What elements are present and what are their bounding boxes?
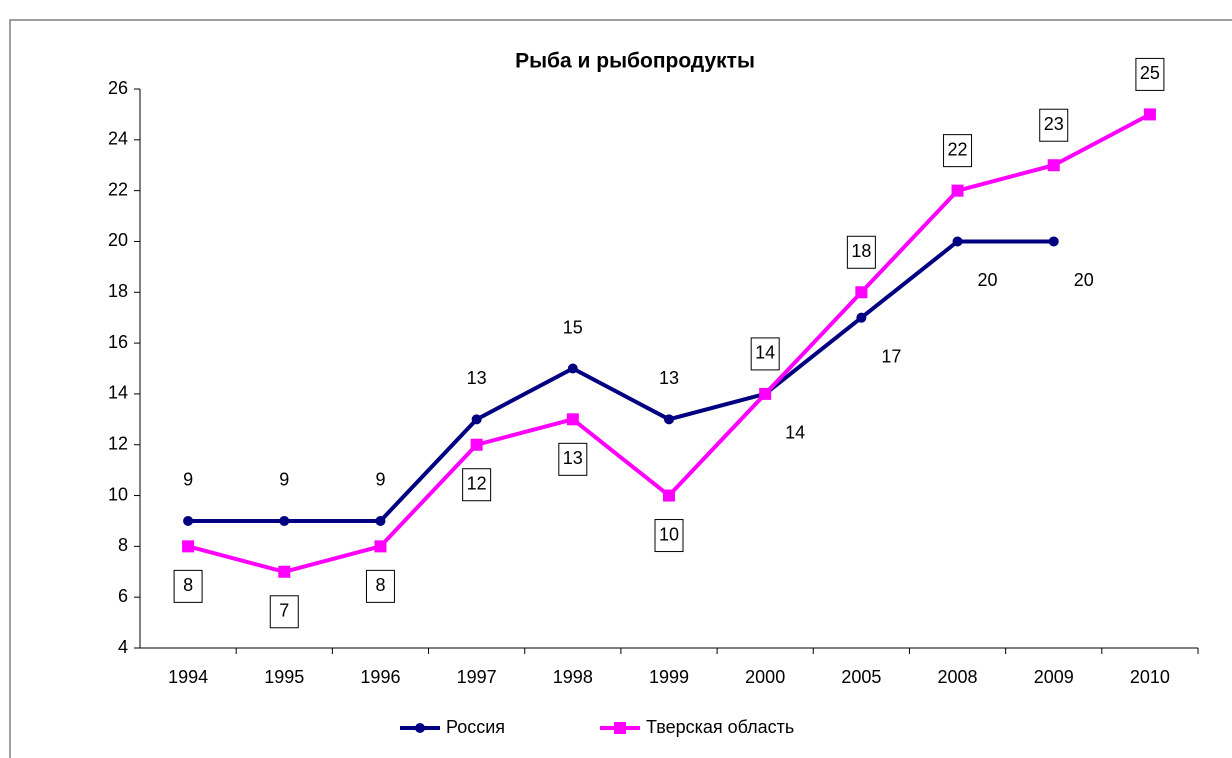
data-point (1143, 108, 1156, 121)
data-point (856, 312, 867, 323)
y-tick-label: 12 (108, 433, 128, 453)
data-label: 20 (1074, 270, 1094, 290)
chart-frame (9, 19, 1232, 758)
legend-marker (415, 723, 425, 733)
x-tick-label: 1994 (168, 667, 208, 687)
y-tick-label: 20 (108, 230, 128, 250)
data-label-box (1039, 108, 1069, 142)
data-point (855, 286, 868, 299)
data-label: 22 (948, 139, 968, 159)
data-point (567, 363, 578, 374)
y-tick-label: 4 (118, 637, 128, 657)
data-point (183, 515, 194, 526)
data-label-box (943, 134, 973, 168)
data-label-box (365, 569, 395, 603)
data-label: 15 (563, 317, 583, 337)
data-label-box (173, 569, 203, 603)
data-label: 20 (978, 270, 998, 290)
data-label-box (846, 235, 876, 269)
data-point (471, 414, 482, 425)
y-tick-label: 10 (108, 484, 128, 504)
y-tick-label: 16 (108, 332, 128, 352)
y-tick-label: 26 (108, 78, 128, 98)
series-line (188, 239, 1054, 523)
data-label: 9 (183, 470, 193, 490)
data-point (664, 414, 674, 425)
data-label-box (558, 442, 588, 476)
y-tick-label: 24 (108, 129, 128, 149)
data-label: 13 (563, 448, 583, 468)
data-point (951, 184, 964, 197)
data-label-box (269, 595, 299, 629)
data-label: 8 (183, 575, 193, 595)
x-tick-label: 1999 (649, 667, 689, 687)
data-point (566, 413, 579, 426)
x-tick-label: 2010 (1130, 667, 1170, 687)
data-label: 9 (375, 470, 385, 490)
data-point (952, 236, 963, 247)
data-label: 7 (279, 601, 289, 621)
data-label: 12 (467, 473, 487, 493)
data-point (759, 387, 772, 400)
data-point (470, 438, 483, 451)
data-label: 23 (1044, 114, 1064, 134)
data-point (374, 540, 387, 553)
data-label: 25 (1140, 63, 1160, 83)
data-label-box (750, 337, 780, 371)
data-point (1048, 236, 1059, 247)
data-point (182, 540, 195, 553)
data-label: 10 (659, 524, 679, 544)
x-tick-label: 1998 (553, 667, 593, 687)
series-line (187, 112, 1151, 574)
x-tick-label: 1997 (457, 667, 497, 687)
data-label: 14 (755, 343, 775, 363)
data-point (375, 515, 386, 526)
legend-label: Россия (446, 717, 505, 737)
y-tick-label: 14 (108, 383, 128, 403)
data-point (278, 565, 291, 578)
data-label-box (654, 519, 684, 553)
y-tick-label: 8 (118, 535, 128, 555)
y-tick-label: 22 (108, 179, 128, 199)
data-label: 8 (375, 575, 385, 595)
data-point (279, 515, 290, 526)
data-label-box (462, 468, 492, 502)
data-label: 14 (785, 423, 805, 443)
legend-marker (614, 722, 626, 734)
data-label: 18 (851, 241, 871, 261)
data-point (663, 489, 675, 502)
chart-title: Рыба и рыбопродукты (515, 50, 755, 73)
x-tick-label: 1996 (360, 667, 400, 687)
x-tick-label: 1995 (264, 667, 304, 687)
y-tick-label: 6 (118, 586, 128, 606)
x-tick-label: 2005 (841, 667, 881, 687)
data-label-box (1135, 57, 1165, 91)
data-label: 13 (467, 368, 487, 388)
x-tick-label: 2000 (745, 667, 785, 687)
data-label: 9 (279, 470, 289, 490)
x-tick-label: 2009 (1034, 667, 1074, 687)
legend-label: Тверская область (646, 717, 794, 737)
data-label: 13 (659, 368, 679, 388)
y-tick-label: 18 (108, 281, 128, 301)
data-point (1047, 159, 1060, 172)
x-tick-label: 2008 (938, 667, 978, 687)
data-label: 17 (881, 346, 901, 366)
